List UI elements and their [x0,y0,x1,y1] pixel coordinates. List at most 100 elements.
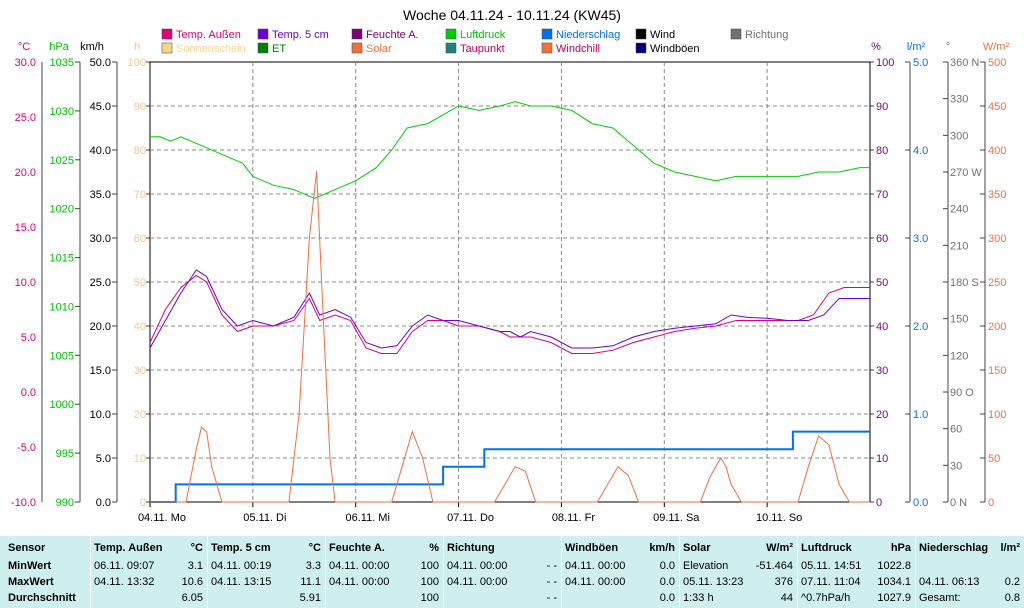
legend-label: Windchill [556,43,600,55]
stat-cell: 05.11. 14:51 [801,560,862,572]
axis-tick-label: 20 [134,409,146,421]
axis-tick-label: 20 [876,409,888,421]
axis-tick-label: 300 [988,233,1006,245]
axis-tick-label: 120 [950,350,968,362]
stat-cell: ^0.7hPa/h [801,592,851,604]
left-axes: °C 30.0 25.0 20.0 15.0 10.0 5.0 0.0 -5.0 -10.0 hPa… [11,41,150,509]
axis-tick-label: 30.0 [15,57,36,69]
axis-tick-label: 400 [988,145,1006,157]
x-tick-label: 08.11. Fr [552,512,596,524]
axis-tick-label: 45.0 [90,101,111,113]
stat-cell: 1022.8 [877,560,911,572]
axis-tick-label: 35.0 [90,189,111,201]
axis-unit-label: W/m² [983,41,1010,53]
axis-tick-label: -10.0 [11,497,36,509]
stat-cell: 04.11. 13:32 [94,576,155,588]
axis-tick-label: 10 [876,453,888,465]
stat-cell: Durchschnitt [8,592,76,604]
column-separator [561,536,562,608]
stat-cell: Sensor [8,542,46,554]
stat-cell: 04.11. 00:00 [565,576,626,588]
stat-cell: Elevation [683,560,729,572]
legend: Temp. Außen Temp. 5 cm Feuchte A. Luftdruck… [161,28,788,55]
column-separator [325,536,326,608]
axis-tick-label: 210 [950,240,968,252]
stat-cell: MinWert [8,560,52,572]
stat-cell: 3.3 [305,560,321,572]
axis-tick-label: 3.0 [913,233,928,245]
stat-cell: % [429,542,439,554]
x-tick-label: 05.11. Di [243,512,286,524]
stat-cell: Niederschlag [919,542,989,554]
stat-cell: 06.11. 09:07 [94,560,155,572]
axis-tick-label: 500 [988,57,1006,69]
stat-cell: 04.11. 00:00 [447,576,508,588]
axis-tick-label: 90 O [950,387,974,399]
axis-tick-label: 990 [56,497,74,509]
axis-tick-label: 300 [950,130,968,142]
stat-cell: hPa [890,542,911,554]
stat-cell: 1027.9 [877,592,911,604]
stat-column: Richtung 04.11. 00:00 - - 04.11. 00:00 - - - … [443,536,561,608]
stat-cell: l/m² [1000,542,1020,554]
axis-unit-label: ° [946,41,950,53]
stat-cell: Gesamt: [919,592,961,604]
axis-tick-label: 50 [876,277,888,289]
axis-tick-label: -5.0 [17,442,36,454]
axis-tick-label: 40.0 [90,145,111,157]
legend-swatch [257,28,269,40]
stat-cell: Luftdruck [801,542,852,554]
axis-tick-label: 20.0 [15,167,36,179]
legend-swatch [541,42,553,54]
axis-unit-label: h [134,41,140,53]
legend-label: Feuchte A. [366,29,419,41]
stat-cell: 05.11. 13:23 [683,576,744,588]
x-tick-label: 07.11. Do [447,512,494,524]
stat-cell: 5.91 [299,592,321,604]
stat-cell: 0.2 [1004,576,1020,588]
axis-tick-label: 100 [876,57,894,69]
axis-tick-label: 1020 [50,204,74,216]
axis-tick-label: 40 [876,321,888,333]
column-separator [443,536,444,608]
stat-cell: Richtung [447,542,495,554]
stat-cell: km/h [649,542,675,554]
axis-tick-label: 60 [950,424,962,436]
legend-swatch [257,42,269,54]
axis-tick-label: 100 [988,409,1006,421]
series-line [149,269,870,349]
legend-swatch [161,42,173,54]
stat-column: Temp. Außen °C 06.11. 09:07 3.1 04.11. 13:32… [90,536,207,608]
legend-label: Solar [366,43,392,55]
axis-tick-label: 450 [988,101,1006,113]
legend-label: Luftdruck [460,29,506,41]
axis-tick-label: 1.0 [913,409,928,421]
legend-swatch [161,28,173,40]
stat-column: Solar W/m² Elevation -51.464 05.11. 13:23 376… [679,536,797,608]
stat-cell: 11.1 [300,576,321,588]
stat-cell: MaxWert [8,576,54,588]
axis-tick-label: 4.0 [913,145,928,157]
legend-label: Sonnenschein [176,43,246,55]
axis-unit-label: km/h [80,41,104,53]
axis-tick-label: 0 N [950,497,967,509]
weather-chart: Woche 04.11.24 - 10.11.24 (KW45) Temp. A… [11,7,1010,524]
axis-tick-label: 40 [134,321,146,333]
legend-swatch [730,28,742,40]
axis-tick-label: 50 [988,453,1000,465]
axis-tick-label: 270 W [950,167,982,179]
legend-label: Niederschlag [556,29,620,41]
stat-cell: 1034.1 [877,576,911,588]
axis-tick-label: 15.0 [15,222,36,234]
x-tick-label: 06.11. Mi [345,512,389,524]
right-axes: %1009080706050403020100l/m²5.04.03.02.01… [870,41,1009,509]
stat-cell: 0.8 [1004,592,1020,604]
stat-cell: 100 [420,560,439,572]
axis-tick-label: 0.0 [96,497,111,509]
legend-swatch [445,28,457,40]
legend-swatch [635,28,647,40]
axis-tick-label: 1010 [50,301,74,313]
axis-tick-label: 70 [134,189,146,201]
axis-tick-label: 350 [988,189,1006,201]
stat-cell: 04.11. 00:00 [329,560,390,572]
